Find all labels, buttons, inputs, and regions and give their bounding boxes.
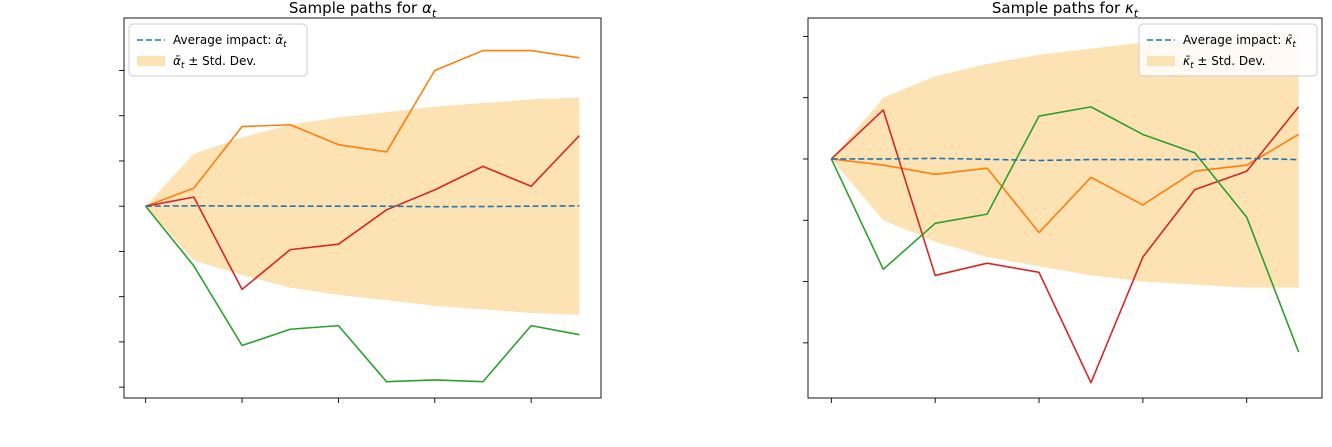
title-prefix: Sample paths for	[289, 0, 422, 17]
title-subscript: t	[1134, 7, 1139, 20]
legend-box	[128, 23, 308, 77]
legend-average-prefix: Average impact:	[1183, 33, 1285, 47]
series-line-path-green	[830, 106, 1300, 353]
legend-average-label: Average impact: κ̄t	[1183, 33, 1296, 50]
title-symbol: α	[422, 0, 432, 17]
legend-band-suffix: ± Std. Dev.	[1194, 54, 1266, 68]
legend-average-symbol: ᾱ	[275, 33, 283, 47]
std-dev-band	[831, 30, 1299, 288]
chart-title: Sample paths for κt	[992, 0, 1139, 20]
title-subscript: t	[432, 7, 437, 20]
legend-band-suffix: ± Std. Dev.	[184, 54, 256, 68]
legend-band-swatch	[137, 56, 165, 66]
legend-average-subscript: t	[1292, 40, 1296, 50]
axes-frame	[123, 17, 602, 399]
series-line-path-green	[145, 205, 580, 383]
legend-band-symbol: ᾱ	[173, 54, 181, 68]
legend-average-symbol: κ̄	[1285, 33, 1293, 47]
legend-band-label: κ̄t ± Std. Dev.	[1183, 54, 1265, 71]
legend-box	[1138, 23, 1318, 77]
average-impact-line	[831, 157, 1299, 162]
series-line-path-red	[830, 106, 1300, 384]
series-line-path-red	[145, 135, 580, 291]
legend-band-subscript: t	[181, 61, 185, 71]
legend-band-symbol: κ̄	[1183, 54, 1191, 68]
series-line-path-orange	[831, 133, 1300, 234]
average-impact-line	[145, 205, 580, 208]
title-symbol: κ	[1125, 0, 1134, 17]
legend-average-prefix: Average impact:	[173, 33, 275, 47]
legend-average-subscript: t	[283, 40, 287, 50]
legend-band-swatch	[1147, 56, 1175, 66]
axes-frame	[807, 17, 1323, 399]
legend-average-label: Average impact: ᾱt	[173, 33, 287, 50]
series-line-path-orange	[145, 49, 580, 207]
title-prefix: Sample paths for	[992, 0, 1125, 17]
legend: Average impact: κ̄tκ̄t ± Std. Dev.	[1138, 23, 1318, 77]
legend-band-label: ᾱt ± Std. Dev.	[173, 54, 256, 71]
legend-band-subscript: t	[1190, 61, 1194, 71]
chart-title: Sample paths for αt	[289, 0, 437, 20]
